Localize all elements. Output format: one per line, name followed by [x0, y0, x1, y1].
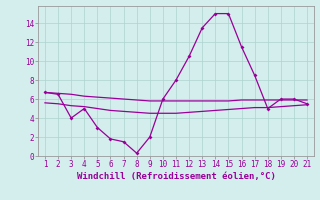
X-axis label: Windchill (Refroidissement éolien,°C): Windchill (Refroidissement éolien,°C): [76, 172, 276, 181]
